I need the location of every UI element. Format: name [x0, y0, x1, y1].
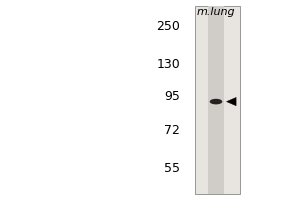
Text: 72: 72: [164, 124, 180, 138]
Text: 250: 250: [156, 20, 180, 32]
Polygon shape: [226, 97, 236, 106]
Ellipse shape: [210, 99, 222, 104]
Text: 55: 55: [164, 162, 180, 176]
Text: m.lung: m.lung: [197, 7, 235, 17]
Bar: [195, 6, 240, 194]
Text: 130: 130: [156, 58, 180, 72]
Bar: [208, 6, 224, 194]
Text: 95: 95: [164, 90, 180, 104]
